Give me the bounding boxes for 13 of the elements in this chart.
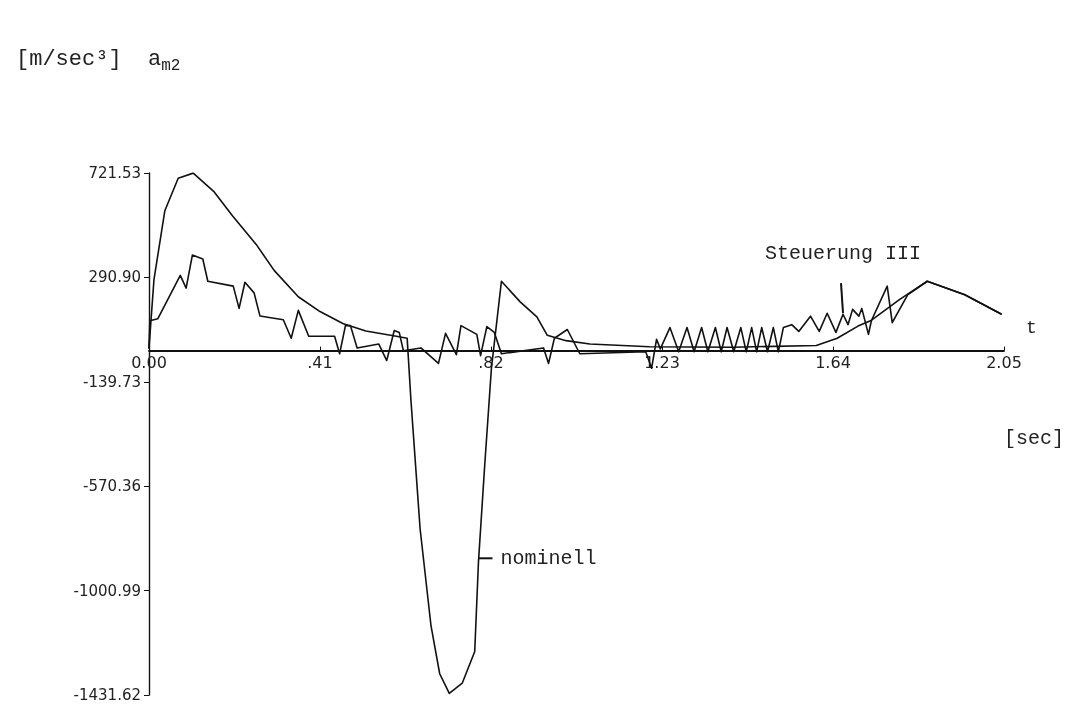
y-tick-label: -1431.62 (73, 686, 141, 704)
y-tick-label: -570.36 (83, 477, 141, 496)
x-tick-label: 1.64 (815, 353, 851, 373)
annotation: [sec] (1003, 426, 1065, 450)
y-tick-label: -139.73 (83, 372, 141, 391)
x-axis-title: t (1026, 317, 1037, 338)
x-tick-label: .41 (307, 353, 333, 373)
annotation: Steuerung III (764, 241, 922, 265)
x-tick-label: 2.05 (986, 353, 1022, 373)
y-tick-label: 290.90 (88, 268, 141, 287)
y-tick-label: 721.53 (88, 164, 141, 182)
y-tick-label: -1000.99 (73, 581, 141, 600)
annotation: nominell (500, 546, 597, 570)
